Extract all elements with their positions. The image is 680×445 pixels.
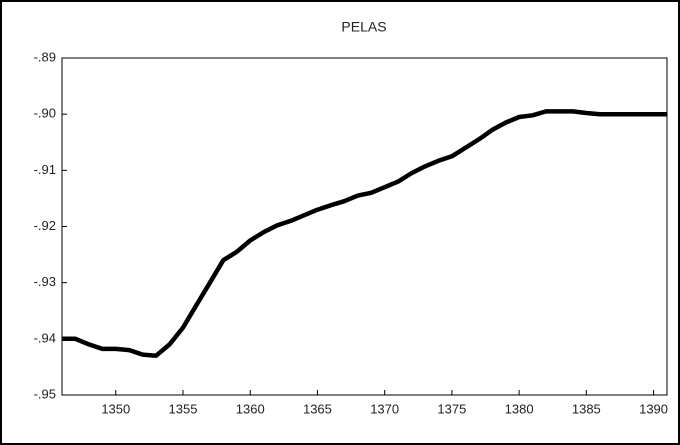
- x-tick-label: 1350: [101, 401, 130, 416]
- x-tick-label: 1385: [572, 401, 601, 416]
- y-tick-label: -.90: [34, 106, 56, 121]
- y-tick-label: -.92: [34, 218, 56, 233]
- chart-title: PELAS: [341, 19, 386, 35]
- x-tick-label: 1390: [639, 401, 668, 416]
- x-tick-label: 1365: [303, 401, 332, 416]
- x-tick-label: 1360: [236, 401, 265, 416]
- y-tick-label: -.95: [34, 386, 56, 401]
- x-tick-label: 1380: [505, 401, 534, 416]
- y-tick-label: -.93: [34, 274, 56, 289]
- x-tick-label: 1355: [169, 401, 198, 416]
- x-tick-label: 1370: [370, 401, 399, 416]
- line-series: [62, 109, 667, 358]
- y-tick-label: -.94: [34, 330, 56, 345]
- y-tick-label: -.89: [34, 49, 56, 64]
- x-tick-label: 1375: [437, 401, 466, 416]
- y-tick-label: -.91: [34, 162, 56, 177]
